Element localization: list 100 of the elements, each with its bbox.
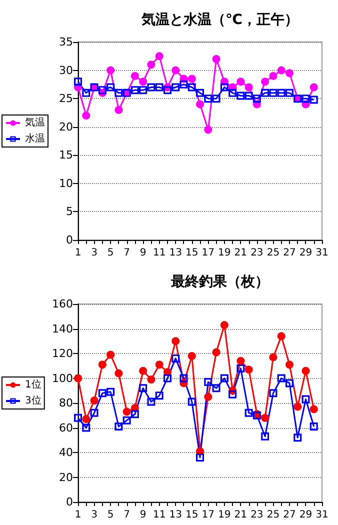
x-tick-label: 9	[140, 510, 146, 520]
y-tick-label: 60	[59, 421, 73, 434]
x-tick-label: 31	[316, 510, 328, 520]
x-tick-label: 13	[169, 248, 182, 258]
legend-label: 気温	[25, 116, 45, 128]
point	[212, 348, 220, 356]
point	[269, 353, 278, 362]
x-tick-label: 23	[250, 510, 264, 520]
point	[147, 83, 156, 92]
y-tick-label: 140	[52, 322, 73, 336]
point	[98, 86, 106, 94]
point	[147, 398, 156, 406]
point	[302, 366, 310, 375]
point	[155, 83, 164, 92]
point	[204, 126, 212, 134]
legend-label: 1位	[25, 378, 42, 390]
point	[228, 390, 237, 398]
point	[277, 66, 286, 74]
point	[188, 352, 196, 360]
point	[294, 434, 302, 442]
point	[285, 360, 294, 369]
point	[74, 78, 82, 86]
y-tick-label: 35	[59, 36, 73, 48]
point	[180, 374, 188, 382]
point	[285, 88, 294, 97]
x-tick-label: 27	[283, 248, 296, 258]
point	[204, 378, 212, 386]
point	[172, 66, 180, 74]
x-tick-label: 23	[250, 248, 264, 258]
point	[244, 83, 253, 92]
y-tick-label: 160	[52, 298, 73, 310]
point	[212, 94, 220, 103]
point	[106, 83, 115, 92]
point	[122, 416, 131, 424]
point	[106, 388, 115, 396]
point	[155, 52, 164, 60]
point	[244, 408, 253, 417]
point	[114, 369, 123, 378]
point	[302, 395, 310, 404]
point	[196, 100, 204, 108]
x-tick-label: 13	[169, 510, 182, 520]
point	[82, 424, 90, 432]
point	[82, 415, 90, 424]
point	[244, 366, 253, 374]
x-tick-label: 17	[202, 510, 214, 520]
x-tick-label: 19	[218, 510, 231, 520]
x-tick-label: 11	[152, 510, 166, 520]
legend-label: 3位	[25, 394, 42, 406]
x-tick-label: 29	[299, 510, 312, 520]
point	[130, 86, 139, 94]
point	[261, 78, 270, 86]
x-tick-label: 29	[299, 248, 312, 258]
point	[285, 379, 294, 388]
point	[98, 389, 106, 398]
point	[228, 88, 237, 97]
x-tick-label: 25	[266, 248, 280, 258]
x-tick-label: 3	[91, 510, 98, 520]
point	[155, 392, 164, 400]
point	[172, 354, 180, 362]
point	[82, 88, 90, 97]
y-tick-label: 30	[59, 64, 73, 77]
point	[139, 78, 148, 86]
point	[74, 414, 82, 422]
point	[269, 389, 278, 398]
point	[163, 86, 172, 94]
point	[277, 374, 286, 382]
y-tick-label: 25	[59, 92, 73, 106]
point	[196, 88, 204, 97]
x-tick-label: 3	[91, 248, 98, 258]
point	[277, 88, 286, 97]
point	[220, 321, 228, 330]
point	[90, 396, 98, 405]
x-tick-label: 27	[283, 510, 296, 520]
point	[147, 60, 156, 69]
point	[220, 83, 228, 92]
point	[139, 384, 148, 392]
point	[139, 86, 148, 94]
x-tick-label: 11	[152, 248, 166, 258]
y-tick-label: 20	[59, 120, 73, 134]
x-tick-label: 21	[234, 248, 248, 258]
point	[310, 405, 318, 414]
point	[261, 414, 270, 422]
point	[130, 410, 139, 418]
point	[244, 92, 253, 100]
x-tick-label: 7	[124, 248, 130, 258]
y-tick-label: 40	[59, 446, 73, 459]
point	[74, 374, 82, 382]
chart-title: 気温と水温（℃，正午）	[140, 12, 298, 28]
point	[147, 375, 156, 384]
point	[196, 453, 204, 462]
x-tick-label: 31	[316, 248, 328, 258]
point	[188, 83, 196, 92]
point	[188, 74, 196, 83]
x-tick-label: 5	[107, 510, 114, 520]
y-tick-label: 15	[59, 148, 73, 162]
y-tick-label: 120	[52, 347, 73, 360]
point	[269, 88, 278, 97]
x-tick-label: 7	[124, 510, 130, 520]
point	[285, 69, 294, 78]
point	[212, 384, 220, 392]
